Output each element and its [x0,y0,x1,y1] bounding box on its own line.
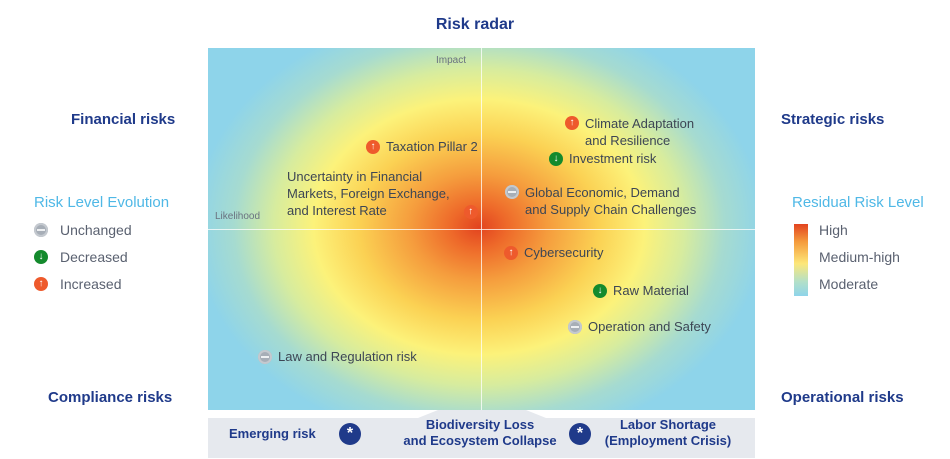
unchanged-icon [34,223,48,237]
residual-gradient-bar [794,224,808,296]
arrow-down-icon: ↓ [549,151,563,166]
quadrant-label-compliance: Compliance risks [48,389,173,406]
asterisk-icon: * [569,423,591,445]
arrow-up-icon: ↑ [565,116,579,130]
risk-label: Investment risk [569,151,657,166]
risk-item-investment: ↓ Investment risk [549,150,656,167]
risk-label: Taxation Pillar 2 [386,139,478,154]
risk-label: Cybersecurity [524,245,604,260]
arrow-up-icon: ↑ [366,139,380,154]
quadrant-label-strategic: Strategic risks [781,111,885,128]
legend-item-increased: ↑ Increased [34,276,121,292]
residual-label-medium-high: Medium-high [819,249,900,265]
risk-item-law-regulation: Law and Regulation risk [258,348,417,365]
risk-label: Uncertainty in Financial Markets, Foreig… [287,169,450,218]
risk-item-climate: ↑ Climate Adaptation and Resilience [565,115,694,149]
legend-label: Increased [60,276,122,292]
arrow-down-icon: ↓ [593,283,607,298]
unchanged-icon [505,185,519,199]
risk-item-raw-material: ↓ Raw Material [593,282,689,299]
risk-item-global-economic: Global Economic, Demand and Supply Chain… [505,184,696,218]
emerging-risk-label: Emerging risk [229,426,316,441]
emerging-item-labor-shortage: Labor Shortage (Employment Crisis) [604,417,732,448]
risk-label: Operation and Safety [588,319,711,334]
residual-label-high: High [819,222,848,238]
emerging-risk-band [208,410,755,458]
residual-legend-title: Residual Risk Level [792,194,924,211]
legend-item-unchanged: Unchanged [34,222,132,238]
legend-label: Decreased [60,249,128,265]
risk-label: Global Economic, Demand and Supply Chain… [525,185,697,217]
risk-label: Law and Regulation risk [278,349,417,364]
asterisk-icon: * [339,423,361,445]
quadrant-label-operational: Operational risks [781,389,904,406]
impact-axis-label: Impact [436,55,467,66]
risk-item-cybersecurity: ↑ Cybersecurity [504,244,603,261]
residual-label-moderate: Moderate [819,276,879,292]
unchanged-icon [568,319,582,334]
arrow-up-icon: ↑ [34,277,48,291]
risk-item-taxation: ↑ Taxation Pillar 2 [366,138,478,155]
evolution-legend-title: Risk Level Evolution [34,194,170,211]
risk-item-operation-safety: Operation and Safety [568,318,711,335]
risk-label: Raw Material [613,283,689,298]
arrow-up-icon: ↑ [463,205,478,219]
legend-label: Unchanged [60,222,132,238]
chart-title: Risk radar [435,16,515,33]
risk-item-financial-markets: Uncertainty in Financial Markets, Foreig… [287,168,478,219]
likelihood-axis-label: Likelihood [215,211,261,222]
arrow-down-icon: ↓ [34,250,48,264]
quadrant-label-financial: Financial risks [71,111,176,128]
risk-label: Climate Adaptation and Resilience [585,116,695,148]
unchanged-icon [258,349,272,364]
likelihood-axis [208,229,755,230]
legend-item-decreased: ↓ Decreased [34,249,128,265]
emerging-item-biodiversity: Biodiversity Loss and Ecosystem Collapse [403,417,557,448]
arrow-up-icon: ↑ [504,245,518,260]
